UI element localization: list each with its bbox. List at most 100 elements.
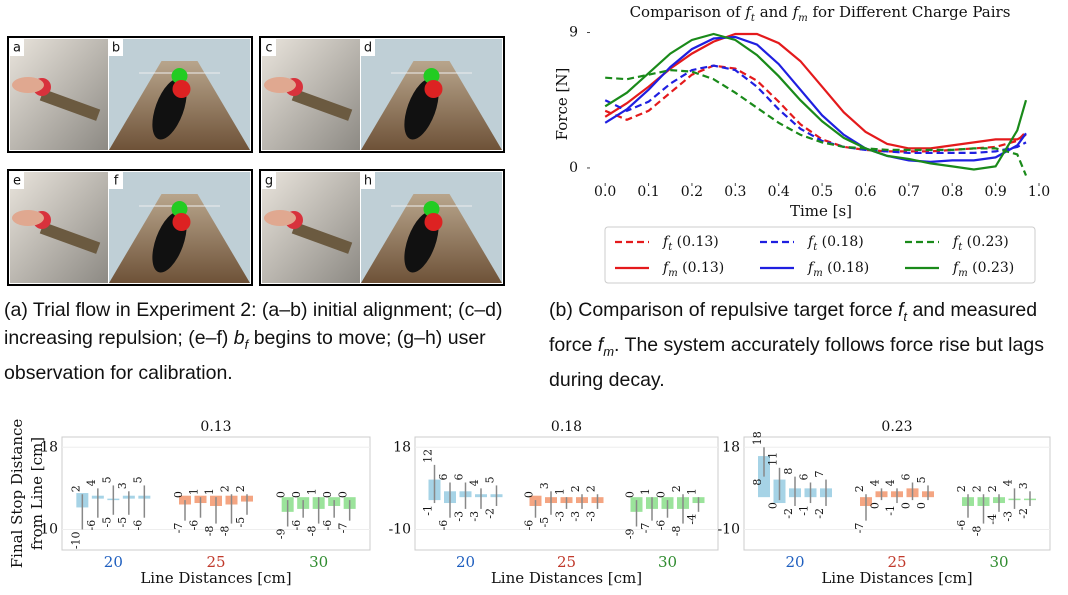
caption-part: b bbox=[234, 327, 245, 349]
max-label: 4 bbox=[1002, 479, 1015, 486]
caption-part: . The system accurately follows force ri… bbox=[549, 334, 1044, 391]
max-label: 8 bbox=[782, 468, 795, 475]
title-part: for Different Charge Pairs bbox=[808, 3, 1011, 21]
legend-label-part: (0.13) bbox=[678, 260, 725, 276]
legend-label-part: (0.23) bbox=[968, 260, 1015, 276]
max-label: 12 bbox=[422, 449, 435, 463]
min-label: -4 bbox=[686, 514, 699, 525]
chart-title: Comparison of ft and fm for Different Ch… bbox=[630, 3, 1011, 24]
max-label: 4 bbox=[468, 479, 481, 486]
max-label: 4 bbox=[85, 479, 98, 486]
x-tick-label: 0.4 bbox=[768, 184, 790, 200]
x-tick-label: 30 bbox=[658, 553, 677, 571]
x-tick-label: 0.0 bbox=[594, 184, 616, 200]
x-tick-label: 0.9 bbox=[984, 184, 1006, 200]
max-label: 0 bbox=[655, 491, 668, 498]
y-axis-label: from Line [cm] bbox=[28, 437, 46, 550]
legend-label-part: (0.18) bbox=[817, 234, 864, 250]
max-label: 3 bbox=[538, 482, 551, 489]
max-label: 2 bbox=[853, 485, 866, 492]
min-label: -2 bbox=[1017, 508, 1030, 519]
max-label: 2 bbox=[986, 485, 999, 492]
max-label: 2 bbox=[955, 485, 968, 492]
x-tick-label: 20 bbox=[104, 553, 123, 571]
panel-label: b bbox=[112, 41, 120, 56]
photo bbox=[10, 172, 108, 283]
y-tick-label: 9 bbox=[569, 25, 578, 41]
min-label: -6 bbox=[523, 520, 536, 531]
min-label: -3 bbox=[569, 511, 582, 522]
min-label: -8 bbox=[203, 526, 216, 537]
x-tick-label: 1.0 bbox=[1028, 184, 1050, 200]
panel-label: e bbox=[13, 174, 21, 189]
min-label: -7 bbox=[639, 523, 652, 534]
legend-label-part: (0.18) bbox=[823, 260, 870, 276]
min-label: -4 bbox=[986, 514, 999, 525]
legend-label-part: m bbox=[813, 268, 822, 279]
max-label: 0 bbox=[172, 491, 185, 498]
x-tick-label: 0.8 bbox=[941, 184, 963, 200]
panel-label: h bbox=[364, 174, 372, 189]
x-axis-label: Line Distances [cm] bbox=[140, 569, 291, 587]
y-tick-label: 18 bbox=[722, 439, 740, 455]
max-label: 5 bbox=[131, 476, 144, 483]
title-part: and bbox=[755, 3, 793, 21]
caption-a: (a) Trial flow in Experiment 2: (a–b) in… bbox=[4, 296, 529, 387]
min-label: -7 bbox=[853, 523, 866, 534]
chart-title: 0.13 bbox=[200, 419, 231, 435]
caption-part: m bbox=[603, 344, 614, 359]
min-label: -7 bbox=[337, 523, 350, 534]
min-label: 0 bbox=[900, 502, 913, 509]
min-label: -1 bbox=[422, 505, 435, 516]
panel-label: a bbox=[13, 41, 21, 56]
min-label: 0 bbox=[915, 502, 928, 509]
max-label: 0 bbox=[337, 491, 350, 498]
max-label: 0 bbox=[275, 491, 288, 498]
max-label: 6 bbox=[798, 473, 811, 480]
max-label: 5 bbox=[484, 476, 497, 483]
x-tick-label: 0.7 bbox=[898, 184, 920, 200]
panel-label: f bbox=[114, 174, 119, 189]
min-label: -5 bbox=[100, 517, 113, 528]
title-part: Comparison of bbox=[630, 3, 746, 21]
x-tick-label: 20 bbox=[456, 553, 475, 571]
min-label: -8 bbox=[219, 526, 232, 537]
max-label: 6 bbox=[900, 473, 913, 480]
y-axis-label: Final Stop Distance bbox=[8, 419, 26, 569]
max-label: 1 bbox=[639, 488, 652, 495]
max-label: 0 bbox=[624, 491, 637, 498]
x-tick-label: 0.3 bbox=[724, 184, 746, 200]
max-label: 2 bbox=[219, 485, 232, 492]
page: Comparison of ft and fm for Different Ch… bbox=[0, 0, 1068, 595]
min-label: -6 bbox=[188, 520, 201, 531]
hand bbox=[264, 210, 296, 226]
max-label: 0 bbox=[290, 491, 303, 498]
max-label: 1 bbox=[188, 488, 201, 495]
max-label: 2 bbox=[69, 485, 82, 492]
chart-title: 0.23 bbox=[881, 419, 912, 435]
max-label: 3 bbox=[1017, 482, 1030, 489]
y-tick-label: 0 bbox=[569, 160, 578, 176]
ball bbox=[173, 213, 191, 231]
min-label: -3 bbox=[453, 511, 466, 522]
max-label: 1 bbox=[306, 488, 319, 495]
max-label: 2 bbox=[585, 485, 598, 492]
x-axis-label: Time [s] bbox=[790, 202, 852, 220]
max-label: 2 bbox=[670, 485, 683, 492]
min-label: 0 bbox=[767, 502, 780, 509]
y-tick-label: 18 bbox=[393, 439, 411, 455]
y-tick-label: -10 bbox=[388, 521, 411, 537]
min-label: -1 bbox=[798, 505, 811, 516]
hand bbox=[12, 77, 44, 93]
legend-label-part: m bbox=[668, 268, 677, 279]
max-label: 2 bbox=[971, 485, 984, 492]
min-label: -3 bbox=[554, 511, 567, 522]
chart-title: 0.18 bbox=[551, 419, 582, 435]
photo bbox=[10, 39, 108, 150]
min-label: -8 bbox=[971, 526, 984, 537]
min-label: -3 bbox=[1002, 511, 1015, 522]
max-label: 5 bbox=[100, 476, 113, 483]
legend-label-part: (0.23) bbox=[962, 234, 1009, 250]
min-label: -9 bbox=[275, 529, 288, 540]
x-tick-label: 0.5 bbox=[811, 184, 833, 200]
